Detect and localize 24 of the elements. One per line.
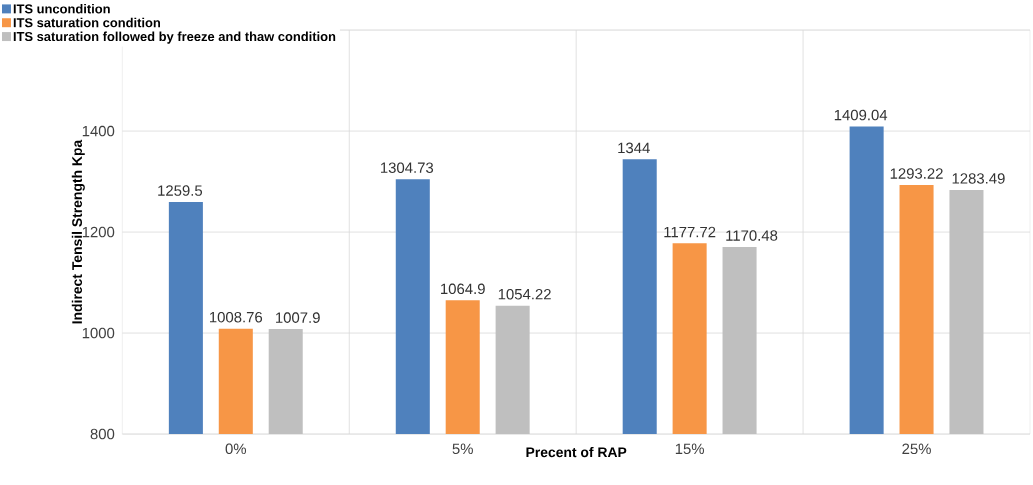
legend-label: ITS saturation condition <box>13 17 160 28</box>
data-label: 1008.76 <box>209 311 263 323</box>
data-label: 1409.04 <box>834 109 888 121</box>
data-label: 1170.48 <box>726 230 778 241</box>
y-tick-label: 1200 <box>82 226 115 238</box>
x-tick-label: 0% <box>225 443 247 455</box>
data-label: 1283.49 <box>952 173 1005 184</box>
data-label: 1259.5 <box>158 185 203 196</box>
x-tick-label: 25% <box>902 443 931 455</box>
legend-label: ITS saturation followed by freeze and thaw condition <box>13 31 336 44</box>
x-tick-label: 5% <box>452 443 473 455</box>
data-label: 1007.9 <box>276 312 320 323</box>
legend-label: ITS uncondition <box>13 3 110 14</box>
data-label: 1344 <box>618 142 650 154</box>
y-tick-label: 1000 <box>82 327 115 339</box>
data-label: 1177.72 <box>664 226 716 238</box>
y-tick-label: 800 <box>90 428 115 440</box>
data-label: 1293.22 <box>890 168 943 179</box>
y-tick-label: 1400 <box>82 125 115 137</box>
data-label: 1304.73 <box>381 162 434 174</box>
x-tick-label: 15% <box>675 443 705 455</box>
data-label: 1054.22 <box>498 288 551 300</box>
x-axis-title: Precent of RAP <box>526 446 627 458</box>
data-label: 1064.9 <box>441 283 485 295</box>
